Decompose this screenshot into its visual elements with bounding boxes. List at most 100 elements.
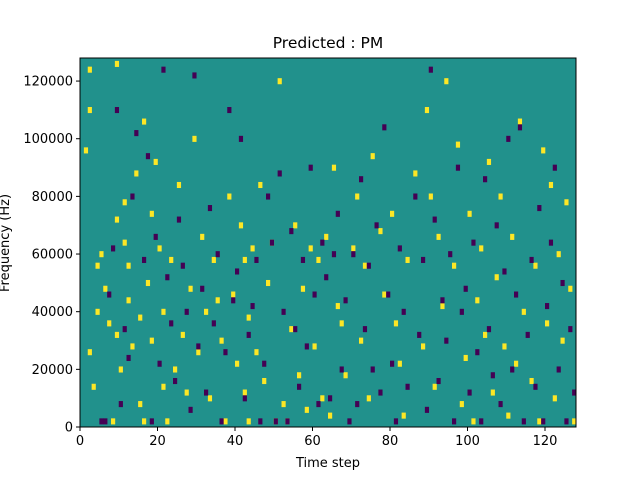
heatmap-cell-high bbox=[471, 418, 476, 425]
heatmap-cell-high bbox=[510, 233, 515, 240]
heatmap-cell-high bbox=[382, 291, 387, 298]
heatmap-cell-low bbox=[378, 389, 383, 396]
heatmap-cell-low bbox=[219, 418, 224, 425]
heatmap-cell-high bbox=[490, 389, 495, 396]
heatmap-cell-low bbox=[304, 343, 309, 350]
heatmap-cell-low bbox=[165, 274, 170, 281]
heatmap-cell-high bbox=[304, 406, 309, 413]
heatmap-cell-low bbox=[200, 285, 205, 292]
heatmap-cell-high bbox=[87, 349, 92, 356]
heatmap-cell-high bbox=[514, 360, 519, 367]
y-tick-label: 0 bbox=[65, 421, 73, 436]
heatmap-cell-high bbox=[126, 262, 131, 269]
heatmap-cell-high bbox=[196, 349, 201, 356]
heatmap-cell-high bbox=[548, 181, 554, 189]
heatmap-cell-high bbox=[126, 297, 131, 304]
heatmap-cell-low bbox=[192, 72, 197, 79]
heatmap-cell-high bbox=[452, 262, 457, 269]
heatmap-cell-low bbox=[479, 418, 484, 425]
heatmap-cell-low bbox=[552, 164, 557, 171]
y-tick-label: 40000 bbox=[32, 305, 73, 320]
heatmap-cell-low bbox=[467, 389, 472, 396]
heatmap-cell-low bbox=[153, 233, 158, 240]
heatmap-cell-low bbox=[246, 331, 251, 338]
heatmap-cell-high bbox=[99, 251, 104, 258]
heatmap-cell-high bbox=[370, 153, 375, 160]
heatmap-cell-high bbox=[459, 401, 464, 408]
heatmap-cell-low bbox=[289, 228, 294, 235]
heatmap-cell-low bbox=[235, 268, 240, 275]
heatmap-cell-high bbox=[173, 366, 178, 373]
heatmap-cell-high bbox=[405, 256, 410, 263]
x-axis: 0 20 40 60 80 100 120 bbox=[76, 427, 558, 449]
heatmap-cell-low bbox=[541, 418, 546, 425]
heatmap-cell-low bbox=[343, 297, 348, 304]
heatmap-cell-high bbox=[87, 66, 92, 73]
heatmap-cell-high bbox=[351, 245, 356, 252]
heatmap-cell-high bbox=[149, 210, 154, 217]
heatmap-cell-high bbox=[95, 308, 100, 315]
heatmap-cell-high bbox=[227, 193, 232, 200]
heatmap-cell-high bbox=[533, 262, 538, 269]
heatmap-cell-low bbox=[273, 418, 278, 425]
heatmap-cell-low bbox=[486, 326, 492, 333]
heatmap-cell-high bbox=[413, 170, 418, 177]
heatmap-cell-low bbox=[428, 66, 433, 73]
heatmap-cell-high bbox=[91, 383, 96, 390]
x-tick-label: 80 bbox=[382, 434, 399, 449]
heatmap-cell-low bbox=[134, 130, 139, 137]
x-tick-label: 20 bbox=[149, 434, 166, 449]
y-axis: 0 20000 40000 60000 80000 100000 120000 bbox=[23, 75, 80, 436]
heatmap-cell-high bbox=[483, 331, 488, 338]
heatmap-cell-high bbox=[359, 337, 364, 344]
heatmap-cell-high bbox=[521, 308, 526, 315]
heatmap-cell-high bbox=[176, 181, 182, 189]
heatmap-cell-low bbox=[421, 256, 426, 263]
heatmap-cell-high bbox=[436, 233, 441, 240]
heatmap-cell-high bbox=[246, 418, 251, 425]
heatmap-cell-high bbox=[572, 418, 577, 425]
plot-frame bbox=[79, 57, 577, 428]
heatmap-cell-high bbox=[231, 291, 236, 298]
heatmap-cell-low bbox=[572, 389, 577, 396]
x-axis-label: Time step bbox=[295, 456, 360, 471]
heatmap-cell-high bbox=[463, 354, 468, 361]
heatmap-cell-low bbox=[393, 418, 399, 425]
heatmap-cell-low bbox=[111, 245, 116, 252]
heatmap-cell-low bbox=[339, 366, 344, 373]
heatmap-cell-low bbox=[366, 262, 371, 269]
heatmap-cell-high bbox=[564, 199, 569, 206]
heatmap-cell-high bbox=[545, 320, 550, 327]
heatmap-cell-low bbox=[293, 326, 298, 333]
heatmap-cell-low bbox=[262, 360, 267, 367]
heatmap-cell-low bbox=[397, 245, 402, 252]
heatmap-cell-high bbox=[560, 337, 565, 344]
heatmap-cell-high bbox=[157, 245, 162, 252]
heatmap-cell-high bbox=[161, 308, 166, 315]
heatmap-cell-low bbox=[374, 222, 379, 229]
heatmap-cell-high bbox=[262, 377, 267, 385]
heatmap-cell-high bbox=[207, 395, 213, 402]
heatmap-cell-low bbox=[324, 274, 329, 281]
heatmap-cell-high bbox=[293, 222, 298, 229]
heatmap-cell-low bbox=[459, 308, 464, 315]
heatmap-cell-high bbox=[331, 164, 337, 171]
heatmap-cell-high bbox=[300, 285, 306, 292]
heatmap-cell-high bbox=[355, 193, 360, 200]
heatmap-cell-high bbox=[180, 331, 185, 338]
heatmap-cell-high bbox=[266, 279, 271, 287]
heatmap-cell-low bbox=[448, 251, 453, 258]
heatmap-cell-low bbox=[269, 239, 275, 246]
heatmap-cell-low bbox=[328, 395, 333, 402]
x-tick-label: 120 bbox=[533, 434, 558, 449]
heatmap-cell-high bbox=[153, 158, 158, 165]
heatmap-cell-high bbox=[432, 383, 437, 390]
heatmap-cell-high bbox=[494, 274, 499, 281]
heatmap-cell-low bbox=[103, 418, 108, 425]
heatmap-cell-high bbox=[258, 181, 263, 189]
heatmap-cell-low bbox=[370, 366, 375, 373]
heatmap-cell-low bbox=[114, 107, 120, 114]
heatmap-cell-low bbox=[227, 107, 232, 114]
heatmap-cell-low bbox=[355, 401, 360, 408]
heatmap-cell-high bbox=[328, 412, 333, 419]
